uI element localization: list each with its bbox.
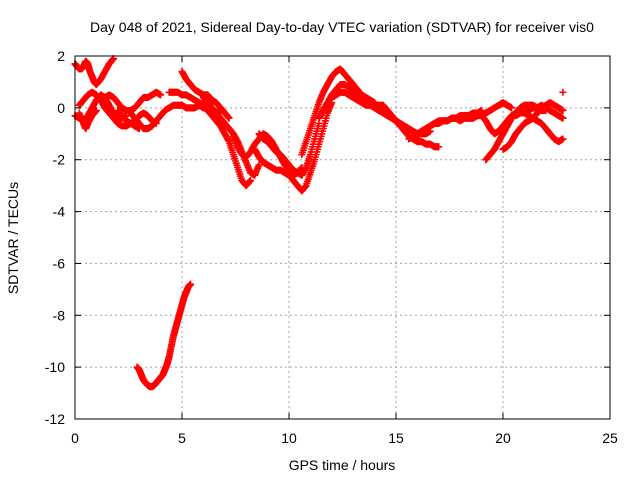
x-tick-label: 15 [388, 430, 404, 446]
x-tick-label: 5 [178, 430, 186, 446]
series-arc-m [255, 119, 323, 179]
data-point [559, 88, 567, 96]
series-arc-h [165, 88, 254, 190]
series-arc-p [328, 88, 443, 151]
plot-points [71, 55, 567, 391]
series-arc-l [251, 99, 336, 195]
data-point [246, 176, 254, 184]
x-axis-label: GPS time / hours [289, 457, 396, 473]
x-tick-label: 25 [602, 430, 618, 446]
series-arc-d [75, 106, 100, 133]
data-point [255, 161, 263, 169]
series-arc-z [133, 280, 195, 391]
y-tick-label: 0 [57, 100, 65, 116]
data-point [559, 135, 567, 143]
x-tick-label: 0 [71, 430, 79, 446]
y-axis-ticks: 2 0 -2 -4 -6 -8 -10 -12 [45, 48, 610, 427]
plot-frame [74, 55, 611, 420]
series-arc-e [97, 88, 165, 114]
y-tick-label: -6 [53, 255, 66, 271]
y-tick-label: -12 [45, 411, 65, 427]
grid-lines [75, 56, 610, 419]
data-point [559, 106, 567, 114]
data-point [508, 104, 516, 112]
x-axis-ticks: 0 5 10 15 20 25 [71, 56, 618, 446]
y-tick-label: -8 [53, 307, 66, 323]
data-point [92, 106, 100, 114]
series-arc-x [512, 101, 567, 122]
data-point [225, 114, 233, 122]
data-point [157, 91, 165, 99]
y-tick-label: -10 [45, 359, 65, 375]
data-point [435, 143, 443, 151]
data-point [187, 280, 195, 288]
series-arc-a [71, 55, 118, 89]
chart-title: Day 048 of 2021, Sidereal Day-to-day VTE… [90, 19, 594, 35]
data-point [559, 114, 567, 122]
y-tick-label: 2 [57, 48, 65, 64]
x-tick-label: 10 [281, 430, 297, 446]
y-tick-label: -4 [53, 204, 66, 220]
y-axis-label: SDTVAR / TECUs [5, 182, 21, 294]
x-tick-label: 20 [495, 430, 511, 446]
series-arc-g [127, 101, 225, 133]
y-tick-label: -2 [53, 152, 66, 168]
